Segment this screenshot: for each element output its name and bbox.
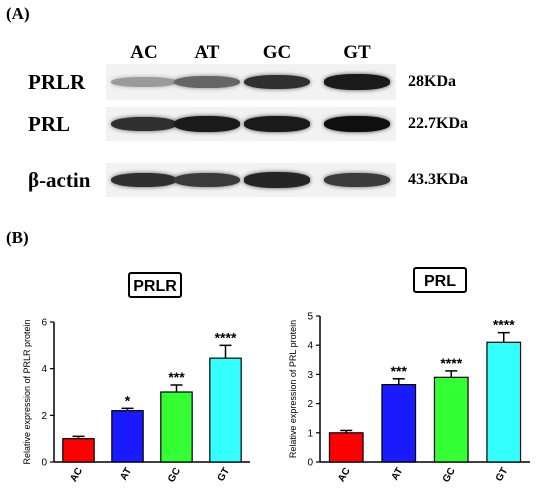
chart2-x-tick-label-gt: GT xyxy=(494,466,510,484)
lane-label-ac: AC xyxy=(130,42,158,63)
chart1-bar-gc xyxy=(160,391,193,463)
chart2-y-tick-label: 4 xyxy=(307,341,313,352)
chart1-x-tick-label-gc: GC xyxy=(166,466,183,484)
row-label-2: PRL xyxy=(28,112,70,136)
lane-label-gt: GT xyxy=(343,42,371,63)
chart1-bar-at xyxy=(111,410,144,463)
chart2-x-tick-label-at: AT xyxy=(390,466,406,482)
row-label-1: PRLR xyxy=(28,70,86,94)
panel-b-label: (B) xyxy=(6,228,29,247)
molecular-weight-3: 43.3KDa xyxy=(408,171,468,188)
lane-label-at: AT xyxy=(194,42,220,63)
chart1-bar-gt xyxy=(209,357,242,463)
chart1-significance-gc: *** xyxy=(168,369,185,385)
row-label-3: β-actin xyxy=(28,168,91,192)
chart2-x-tick-label-ac: AC xyxy=(336,466,353,484)
band-1-ac xyxy=(111,76,177,88)
chart2-y-tick-label: 3 xyxy=(307,370,313,381)
chart2-y-tick-label: 2 xyxy=(307,399,313,410)
chart2-bar-at xyxy=(381,384,417,463)
chart2-title: PRL xyxy=(424,273,456,290)
panel-a-label: (A) xyxy=(6,4,30,23)
chart2-y-tick-label: 1 xyxy=(307,428,313,439)
chart1-bar-ac xyxy=(62,438,95,463)
band-2-gc xyxy=(244,116,310,132)
chart2-significance-at: *** xyxy=(391,363,408,379)
chart2-x-tick-label-gc: GC xyxy=(441,466,458,484)
chart1-significance-gt: **** xyxy=(215,329,237,345)
band-3-gt xyxy=(324,172,390,188)
band-1-at xyxy=(174,75,240,89)
band-2-at xyxy=(174,116,240,132)
chart2-bar-gt xyxy=(486,341,522,463)
chart1-y-tick-label: 2 xyxy=(41,411,47,422)
band-3-gc xyxy=(244,172,310,188)
lane-label-gc: GC xyxy=(262,42,292,63)
chart2-title-box xyxy=(413,267,467,293)
chart1-y-tick-label: 0 xyxy=(41,458,47,469)
band-2-gt xyxy=(324,116,390,132)
chart1-x-tick-label-gt: GT xyxy=(216,466,232,484)
chart1-y-axis-label: Relative expression of PRLR protein xyxy=(22,319,32,464)
molecular-weight-1: 28KDa xyxy=(408,73,456,90)
chart1-title: PRLR xyxy=(133,278,177,295)
band-1-gc xyxy=(244,74,310,90)
chart1-y-tick-label: 6 xyxy=(41,318,47,329)
molecular-weight-2: 22.7KDa xyxy=(408,115,468,132)
band-2-ac xyxy=(111,116,177,132)
band-3-at xyxy=(174,172,240,188)
chart2-y-tick-label: 5 xyxy=(307,312,313,323)
band-1-gt xyxy=(324,74,390,90)
chart2-y-axis-label: Relative expression of PRL protein xyxy=(288,320,298,458)
chart2-bar-ac xyxy=(328,432,364,463)
chart1-title-box xyxy=(128,272,182,298)
band-3-ac xyxy=(111,172,177,188)
chart1-x-tick-label-at: AT xyxy=(118,466,134,482)
chart2-significance-gt: **** xyxy=(493,317,515,333)
chart1-y-tick-label: 4 xyxy=(41,364,47,375)
chart1-significance-at: * xyxy=(125,392,131,408)
chart1-x-tick-label-ac: AC xyxy=(68,466,85,484)
chart2-significance-gc: **** xyxy=(440,355,462,371)
chart2-y-tick-label: 0 xyxy=(307,458,313,469)
chart2-bar-gc xyxy=(433,376,469,463)
